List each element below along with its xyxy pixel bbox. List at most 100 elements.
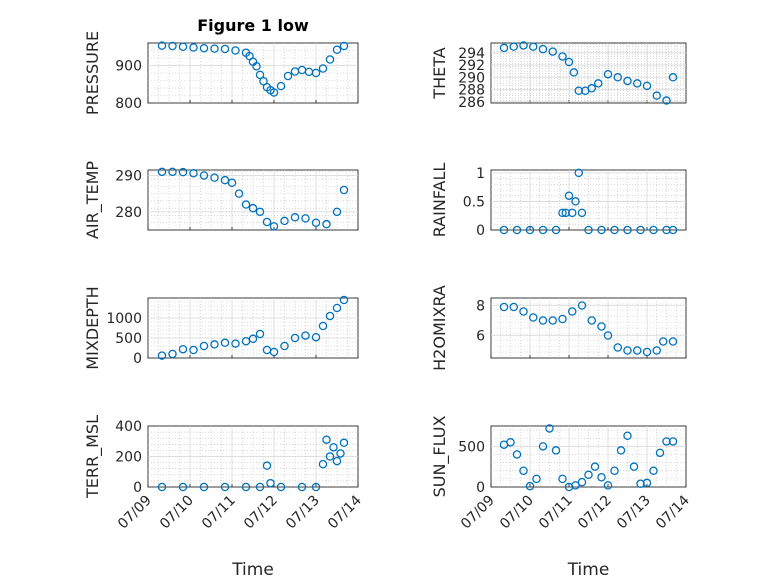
x-tick-label: 07/14 (325, 492, 365, 532)
x-tick-label: 07/10 (157, 493, 197, 533)
panel-h2omixra: 6 8 H2OMIXRA (430, 285, 687, 371)
data-point (558, 52, 567, 61)
data-point (325, 55, 335, 64)
data-point (577, 208, 587, 218)
y-axis-label: SUN_FLUX (430, 416, 450, 498)
data-point (231, 46, 240, 55)
data-point (227, 178, 237, 187)
data-point (662, 225, 671, 235)
data-point (538, 316, 548, 325)
data-point (545, 424, 554, 433)
data-point (668, 437, 678, 446)
data-point (231, 339, 240, 348)
panel-rainfall: 0 0.5 1 RAINFALL (430, 163, 687, 239)
data-point (613, 73, 623, 82)
x-tick-label: 07/09 (458, 493, 498, 533)
data-point (519, 466, 528, 475)
x-tick-label: 07/12 (241, 493, 281, 533)
data-point (189, 169, 198, 178)
data-point (276, 482, 286, 492)
data-point (262, 461, 272, 470)
y-tick-label: 900 (115, 59, 142, 75)
data-point (189, 345, 198, 355)
data-point (339, 438, 349, 448)
data-point (642, 347, 652, 357)
x-axis-label: Time (567, 560, 610, 580)
x-tick-label: 07/13 (283, 493, 323, 533)
y-tick-label: 294 (458, 46, 485, 62)
data-point (668, 73, 678, 82)
data-point (199, 44, 209, 53)
data-point (613, 343, 623, 352)
x-tick-label: 07/10 (497, 493, 537, 533)
data-point (558, 314, 567, 324)
data-point (558, 474, 567, 484)
data-point (220, 482, 230, 492)
data-point (157, 351, 167, 360)
data-point (234, 189, 244, 198)
data-point (318, 64, 328, 73)
data-point (283, 71, 293, 81)
panel-sun_flux: 0 500 SUN_FLUX 07/09 07/10 07/11 07/12 07/13 07/… (430, 416, 693, 580)
data-point (529, 313, 538, 322)
data-point (564, 57, 574, 67)
data-point (623, 225, 632, 235)
y-tick-label: 8 (476, 299, 485, 315)
y-tick-label: 1 (476, 166, 485, 182)
data-point (509, 42, 518, 51)
data-point (564, 191, 574, 200)
data-point (652, 91, 662, 100)
data-point (157, 482, 167, 492)
data-point (623, 431, 632, 441)
data-point (642, 478, 652, 488)
data-point (569, 68, 579, 77)
data-point (571, 197, 580, 206)
data-point (525, 225, 535, 235)
data-point (538, 44, 548, 54)
data-point (597, 225, 606, 235)
data-point (662, 96, 671, 105)
data-point (642, 81, 652, 91)
data-point (577, 301, 587, 310)
data-point (587, 84, 597, 93)
data-point (178, 482, 188, 492)
data-point (178, 344, 188, 354)
data-point (199, 171, 209, 180)
data-point (301, 214, 310, 223)
data-point (509, 302, 518, 312)
data-point (199, 482, 209, 492)
data-point (241, 200, 251, 209)
data-point (512, 225, 522, 235)
data-point (551, 225, 561, 235)
data-point (538, 225, 548, 235)
data-point (623, 346, 632, 355)
data-point (499, 225, 509, 235)
data-point (568, 307, 577, 316)
y-tick-label: 6 (476, 329, 485, 345)
data-point (577, 477, 587, 487)
data-point (636, 225, 645, 235)
data-point (322, 219, 331, 229)
y-tick-label: 500 (115, 331, 142, 347)
data-point (529, 42, 538, 51)
data-point (220, 44, 230, 54)
data-point (311, 332, 321, 342)
data-point (499, 43, 509, 53)
data-point (168, 167, 177, 177)
data-point (633, 346, 642, 355)
data-point (189, 43, 198, 52)
data-point (290, 213, 300, 222)
data-point (603, 331, 613, 340)
data-point (210, 44, 219, 53)
data-point (584, 470, 593, 480)
x-tick-label: 07/14 (653, 492, 693, 532)
data-point (499, 302, 509, 312)
panel-pressure: 800 900 PRESSURE Figure 1 low (83, 16, 359, 115)
y-tick-label: 292 (458, 58, 485, 74)
data-point (199, 341, 209, 351)
data-point (178, 167, 188, 177)
y-axis-label: THETA (430, 47, 449, 99)
data-point (339, 41, 349, 51)
data-point (248, 334, 258, 344)
